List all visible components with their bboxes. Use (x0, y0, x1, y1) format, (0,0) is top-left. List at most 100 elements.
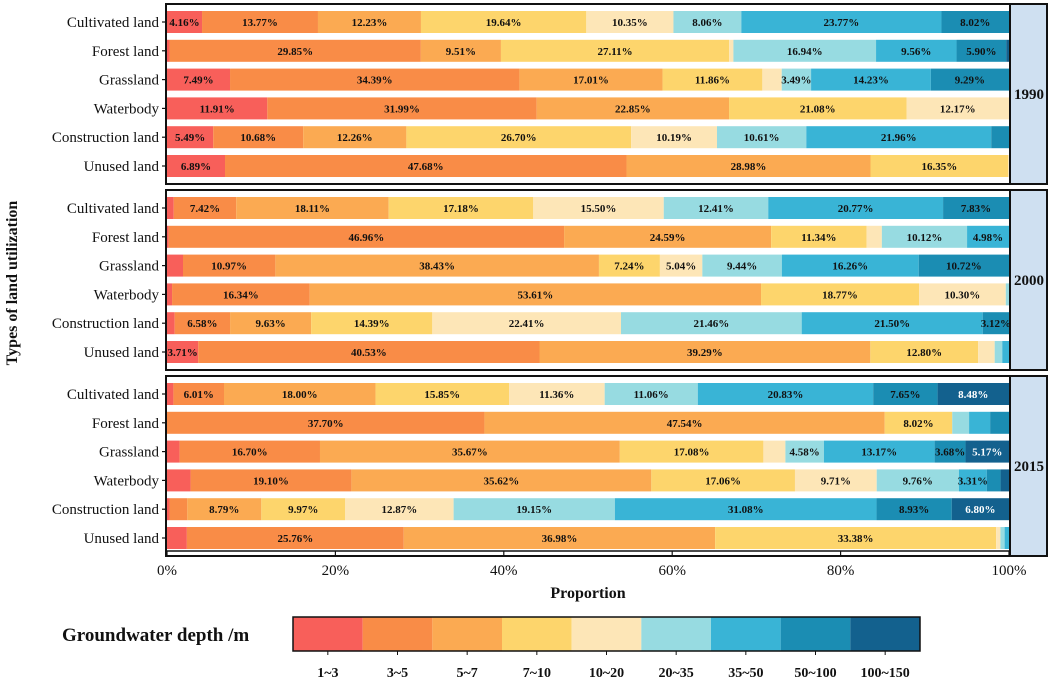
bar-row-cultivated-land: Cultivated land 7.42% 18.11% 17.18% 15.50% 12… (67, 197, 1009, 219)
category-label: Grassland (99, 73, 159, 89)
legend-label: 3~5 (387, 666, 408, 681)
data-label: 11.91% (200, 103, 235, 115)
bar-segment-50-100 (876, 498, 952, 521)
data-label: 31.08% (728, 504, 764, 516)
category-label: Unused land (84, 159, 160, 175)
bar-segment-5-7 (536, 97, 730, 120)
data-label: 11.34% (801, 232, 836, 244)
data-label: 29.85% (277, 46, 313, 58)
category-label: Waterbody (94, 473, 160, 489)
x-tick-label: 40% (490, 563, 518, 579)
bar-row-grassland: Grassland 16.70% 35.67% 17.08% 4.58% 13.17% 3.… (99, 440, 1009, 463)
data-label: 5.49% (175, 132, 205, 144)
data-label: 17.06% (705, 475, 741, 487)
bar-segment-20-35 (673, 11, 742, 33)
bar-segment-7-10 (729, 97, 907, 120)
data-label: 4.58% (790, 447, 820, 459)
data-label: 7.24% (614, 261, 644, 273)
bar-segment-35-50 (1004, 527, 1009, 549)
bar-segment-10-20 (432, 312, 622, 335)
data-label: 21.08% (800, 103, 836, 115)
data-label: 10.19% (656, 132, 692, 144)
bar-segment-5-7 (420, 39, 501, 62)
bar-segment-7-10 (651, 469, 795, 492)
data-label: 12.41% (698, 203, 734, 215)
data-label: 11.06% (634, 389, 669, 401)
bar-segment-10-20 (996, 527, 1001, 549)
data-label: 19.10% (253, 475, 289, 487)
bar-segment-1-3 (167, 440, 180, 463)
bar-segment-7-10 (761, 283, 920, 306)
data-label: 9.29% (955, 75, 985, 87)
bar-segment-5-7 (539, 341, 871, 363)
bar-segment-1-3 (167, 39, 170, 62)
bar-segment-7-10 (884, 411, 953, 434)
data-label: 20.83% (768, 389, 804, 401)
bar-segment-5-7 (224, 383, 376, 405)
bar-segment-20-35 (1000, 527, 1005, 549)
bar-row-forest-land: Forest land 29.85% 9.51% 27.11% 16.94% 9.56% 5… (92, 39, 1009, 62)
data-label: 13.17% (861, 447, 897, 459)
bar-row-construction-land: Construction land 8.79% 9.97% 12.87% 19.15% 3… (52, 498, 1009, 521)
data-label: 12.23% (352, 17, 388, 29)
legend-swatch-35-50 (711, 617, 781, 651)
legend-swatch-5-7 (432, 617, 502, 651)
bar-row-unused-land: Unused land 6.89% 47.68% 28.98% 16.35% (84, 155, 1009, 177)
bar-segment-7-10 (870, 341, 979, 363)
year-box (1009, 375, 1048, 557)
data-label: 39.29% (687, 347, 723, 359)
legend-label: 20~35 (659, 666, 694, 681)
data-label: 12.26% (337, 132, 373, 144)
bar-segment-35-50 (969, 411, 991, 434)
bar-segment-5-7 (519, 68, 663, 91)
bar-segment-7-10 (406, 126, 632, 149)
bar-segment-50-100 (986, 469, 1001, 492)
x-tick-label: 80% (827, 563, 855, 579)
bar-row-forest-land: Forest land 37.70% 47.54% 8.02% (92, 411, 1009, 434)
data-label: 7.65% (890, 389, 920, 401)
data-label: 28.98% (731, 161, 767, 173)
bar-segment-3-5 (174, 312, 231, 335)
bar-segment-100-150 (951, 498, 1009, 521)
bar-segment-35-50 (801, 312, 983, 335)
data-label: 7.42% (190, 203, 220, 215)
data-label: 19.64% (486, 17, 522, 29)
bar-segment-20-35 (994, 341, 1003, 363)
bar-segment-50-100 (943, 197, 1009, 219)
data-label: 22.85% (615, 103, 651, 115)
bar-row-forest-land: Forest land 46.96% 24.59% 11.34% 10.12% 4.98% (92, 225, 1009, 248)
bar-segment-1-3 (167, 254, 183, 277)
bar-segment-3-5 (167, 411, 485, 434)
category-label: Grassland (99, 445, 159, 461)
data-label: 23.77% (824, 17, 860, 29)
data-label: 35.67% (452, 447, 488, 459)
bar-segment-10-20 (729, 39, 734, 62)
bar-segment-7-10 (375, 383, 510, 405)
data-label: 6.80% (965, 504, 995, 516)
bar-segment-7-10 (662, 68, 763, 91)
data-label: 17.01% (573, 75, 609, 87)
bar-segment-10-20 (509, 383, 605, 405)
bar-segment-3-5 (225, 155, 627, 177)
legend-label: 7~10 (523, 666, 551, 681)
data-label: 35.62% (483, 475, 519, 487)
bar-segment-35-50 (823, 440, 935, 463)
bar-segment-20-35 (876, 469, 959, 492)
bar-segment-5-7 (230, 312, 312, 335)
bar-segment-1-3 (167, 126, 214, 149)
bar-row-waterbody: Waterbody 19.10% 35.62% 17.06% 9.71% 9.76% 3.3… (94, 469, 1009, 492)
bar-segment-1-3 (167, 527, 187, 549)
data-label: 15.50% (581, 203, 617, 215)
bar-segment-20-35 (781, 68, 812, 91)
bar-segment-3-5 (186, 527, 404, 549)
bar-segment-50-100 (934, 440, 966, 463)
bar-segment-5-7 (626, 155, 871, 177)
bar-segment-7-10 (771, 225, 867, 248)
bar-segment-5-7 (275, 254, 599, 277)
data-label: 19.15% (516, 504, 552, 516)
bar-segment-10-20 (763, 440, 786, 463)
data-label: 3.71% (167, 347, 197, 359)
data-label: 47.54% (667, 418, 703, 430)
category-label: Construction land (52, 130, 160, 146)
